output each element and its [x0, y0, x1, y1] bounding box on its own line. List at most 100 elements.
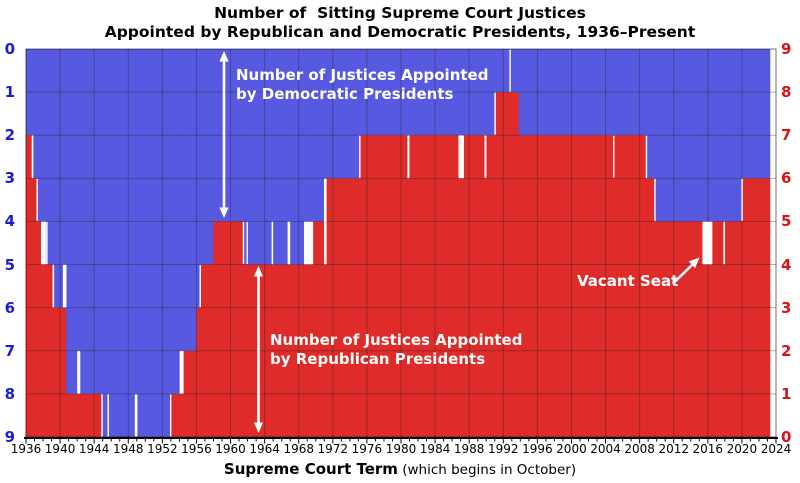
vacant-seat-strip	[36, 178, 38, 221]
democratic-area-segment	[613, 49, 647, 136]
x-axis-title: Supreme Court Term (which begins in Octo…	[0, 459, 800, 478]
democratic-area-segment	[101, 49, 103, 394]
democratic-area-segment	[102, 49, 108, 437]
democratic-area-segment	[613, 49, 615, 136]
democratic-area-segment	[458, 49, 465, 136]
republican-area-segment	[53, 307, 64, 437]
republican-area-segment	[200, 264, 214, 437]
vacant-seat-strip	[484, 135, 487, 178]
x-axis-tick-label: 1980	[385, 442, 417, 456]
democratic-area-segment	[246, 49, 248, 222]
democratic-area-segment	[107, 49, 110, 394]
democratic-area-segment	[37, 49, 42, 222]
republican-area-segment	[271, 264, 274, 437]
democratic-area-segment	[247, 49, 272, 265]
chart-title-line1: Number of Sitting Supreme Court Justices	[214, 4, 586, 22]
arrowhead	[219, 207, 229, 218]
vacant-seat-strip	[723, 222, 726, 264]
republican-area-segment	[287, 264, 291, 437]
x-axis-tick-label: 1984	[419, 442, 451, 456]
vacant-seat-strip	[77, 351, 81, 394]
arrowhead	[253, 422, 264, 433]
democratic-area-segment	[724, 49, 742, 222]
arrowhead	[688, 257, 700, 269]
republican-area-segment	[712, 221, 724, 437]
democratic-annotation-line1: Number of Justices Appointed	[236, 66, 489, 84]
democratic-area-segment	[170, 49, 180, 394]
y-axis-label-left: 8	[4, 384, 15, 403]
y-axis-label-right: 6	[781, 169, 792, 188]
x-axis-tick-label: 1992	[487, 442, 519, 456]
republican-area-segment	[742, 178, 771, 438]
republican-area-segment	[33, 178, 38, 438]
republican-area-segment	[484, 178, 487, 438]
vacant-seat-strip	[62, 265, 67, 308]
republican-area-segment	[243, 264, 248, 437]
republican-area-segment	[37, 221, 42, 437]
x-axis-tick-label: 1936	[10, 442, 42, 456]
arrowhead	[219, 51, 229, 62]
x-axis-tick-label: 2020	[726, 442, 758, 456]
vacant-seat-annotation: Vacant Seat	[577, 272, 679, 290]
republican-area-segment	[359, 178, 361, 438]
vacant-seat-strip	[169, 394, 172, 437]
y-axis-label-left: 2	[4, 126, 15, 145]
vacant-seat-strip	[179, 351, 184, 394]
democratic-area-segment	[272, 49, 288, 265]
x-axis-tick-label: 1996	[522, 442, 553, 456]
republican-area-segment	[196, 307, 201, 437]
democratic-area-segment	[213, 49, 244, 222]
republican-area-segment	[52, 307, 55, 437]
y-axis-label-right: 5	[781, 212, 792, 231]
republican-area-segment	[289, 264, 305, 437]
x-axis-tick-label: 1948	[112, 442, 144, 456]
democratic-area-segment	[646, 49, 655, 179]
x-axis-tick-label: 1940	[44, 442, 76, 456]
y-axis-label-left: 5	[4, 255, 15, 274]
democratic-area-segment	[495, 49, 510, 93]
democratic-area-segment	[494, 49, 496, 93]
republican-area-segment	[724, 221, 742, 437]
republican-area-segment	[613, 178, 615, 438]
y-axis-label-right: 9	[781, 40, 792, 58]
republican-area-segment	[25, 135, 32, 437]
y-axis-label-right: 8	[781, 83, 792, 102]
vacant-seat-strip	[52, 265, 55, 308]
democratic-area-segment	[723, 49, 726, 222]
democratic-area-segment	[312, 49, 325, 222]
y-axis-label-left: 9	[4, 428, 15, 446]
democratic-appointees-annotation: Number of Justices Appointed by Democrat…	[236, 66, 488, 104]
vacant-seat-strip	[136, 394, 138, 437]
y-axis-label-left: 0	[4, 40, 15, 58]
y-axis-label-left: 1	[4, 83, 15, 102]
vacant-seat-strip	[246, 222, 248, 264]
democratic-area-segment	[702, 49, 713, 222]
republican-area-segment	[645, 178, 648, 438]
democratic-area-segment	[645, 49, 648, 136]
republican-area-segment	[76, 393, 81, 437]
republican-area-segment	[183, 350, 198, 437]
y-axis-label-right: 3	[781, 298, 792, 317]
democratic-area-segment	[712, 49, 724, 222]
vacant-seat-strip	[287, 222, 291, 264]
vacant-seat-strip	[645, 135, 648, 178]
vacant-seat-strip	[458, 135, 464, 178]
republican-area-segment	[66, 393, 78, 437]
vacant-seat-strip	[654, 178, 656, 221]
republican-area-segment	[741, 221, 743, 437]
chart-title-line2: Appointed by Republican and Democratic P…	[104, 23, 696, 41]
x-axis-tick-label: 1952	[147, 442, 178, 456]
chart-title: Number of Sitting Supreme Court Justices…	[0, 4, 800, 42]
democratic-area-segment	[31, 49, 34, 136]
republican-area-segment	[47, 264, 53, 437]
democratic-area-segment	[183, 49, 198, 351]
y-axis-label-left: 6	[4, 298, 15, 317]
x-axis-title-bold: Supreme Court Term	[223, 460, 398, 478]
vacant-seat-strip	[359, 135, 361, 178]
republican-area-segment	[723, 264, 726, 437]
vacant-seat-strip	[199, 265, 201, 308]
arrowhead	[253, 266, 264, 277]
vacant-seat-strip	[31, 135, 34, 178]
